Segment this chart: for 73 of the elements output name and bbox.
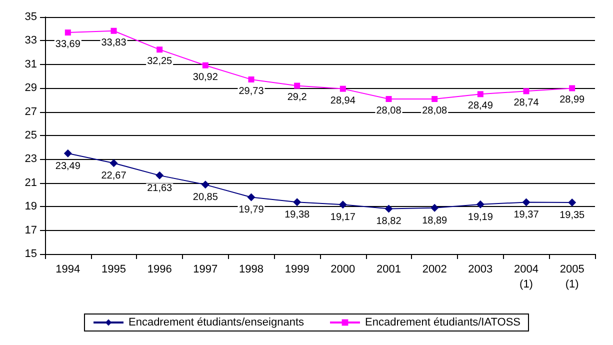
point: [384, 204, 393, 213]
point: [338, 200, 347, 209]
data-label: 19,17: [330, 212, 356, 224]
data-label: 28,99: [560, 94, 586, 106]
point: [477, 91, 484, 98]
data-label: 33,83: [101, 37, 127, 48]
point: [64, 149, 72, 158]
data-label: 29,73: [238, 86, 264, 97]
data-label: 21,63: [147, 182, 173, 194]
point: [248, 76, 254, 82]
data-label: 30,92: [192, 72, 218, 83]
x-tick-label: 1996: [147, 264, 172, 276]
data-label: 28,08: [422, 106, 448, 116]
x-tick-label: 2002: [422, 264, 447, 276]
point: [430, 204, 439, 212]
data-label: 22,67: [101, 170, 127, 182]
y-tick-label: 31: [24, 58, 37, 70]
legend-label: Encadrement étudiants/enseignants: [128, 316, 304, 328]
point: [202, 62, 208, 68]
data-label: 19,19: [468, 212, 494, 223]
data-label: 33,69: [55, 39, 81, 50]
y-tick-label: 25: [24, 130, 37, 142]
x-tick-label: 1998: [239, 264, 264, 276]
y-tick-label: 15: [24, 248, 37, 260]
x-tick-label: 2004 (1): [514, 264, 538, 290]
y-tick-label: 27: [24, 106, 37, 118]
data-label: 28,94: [330, 95, 356, 106]
point: [386, 96, 392, 102]
point: [569, 85, 576, 92]
point: [568, 198, 576, 206]
y-tick-label: 29: [24, 82, 37, 94]
data-label: 28,08: [376, 106, 402, 116]
point: [476, 200, 484, 208]
x-tick-label: 2003: [468, 264, 493, 276]
x-tick-label: 1995: [102, 264, 126, 276]
data-label: 29,2: [287, 92, 308, 104]
data-label: 19,38: [284, 210, 310, 221]
data-label: 20,85: [192, 192, 218, 204]
data-label: 19,37: [514, 210, 540, 221]
data-label: 32,25: [147, 56, 173, 68]
point: [294, 82, 300, 89]
x-tick-label: 1997: [193, 264, 218, 276]
point: [522, 198, 530, 206]
x-tick-label: 2001: [376, 264, 401, 276]
x-tick-label: 2000: [330, 264, 356, 276]
point: [432, 96, 438, 102]
y-tick-label: 17: [24, 224, 37, 236]
y-tick-label: 21: [24, 176, 37, 189]
y-tick-label: 19: [24, 200, 37, 213]
data-label: 18,82: [376, 216, 402, 228]
point: [156, 171, 164, 180]
data-label: 19,79: [238, 204, 264, 216]
y-tick-label: 35: [24, 11, 37, 23]
data-label: 23,49: [55, 160, 81, 172]
x-tick-label: 2005 (1): [560, 264, 584, 290]
point: [110, 159, 118, 168]
x-tick-label: 1994: [56, 264, 80, 276]
point: [156, 46, 163, 53]
data-label: 19,35: [560, 210, 586, 221]
data-label: 18,89: [422, 215, 448, 226]
point: [247, 193, 256, 202]
point: [523, 88, 530, 94]
legend-label: Encadrement étudiants/IATOSS: [365, 316, 521, 328]
data-label: 28,74: [514, 98, 540, 109]
point: [340, 86, 346, 92]
point: [64, 30, 71, 36]
point: [293, 198, 302, 206]
data-label: 28,49: [468, 100, 494, 112]
y-tick-label: 33: [24, 34, 37, 47]
y-tick-label: 23: [24, 153, 37, 166]
point: [110, 28, 117, 34]
point: [201, 180, 210, 189]
x-tick-label: 1999: [284, 264, 310, 276]
